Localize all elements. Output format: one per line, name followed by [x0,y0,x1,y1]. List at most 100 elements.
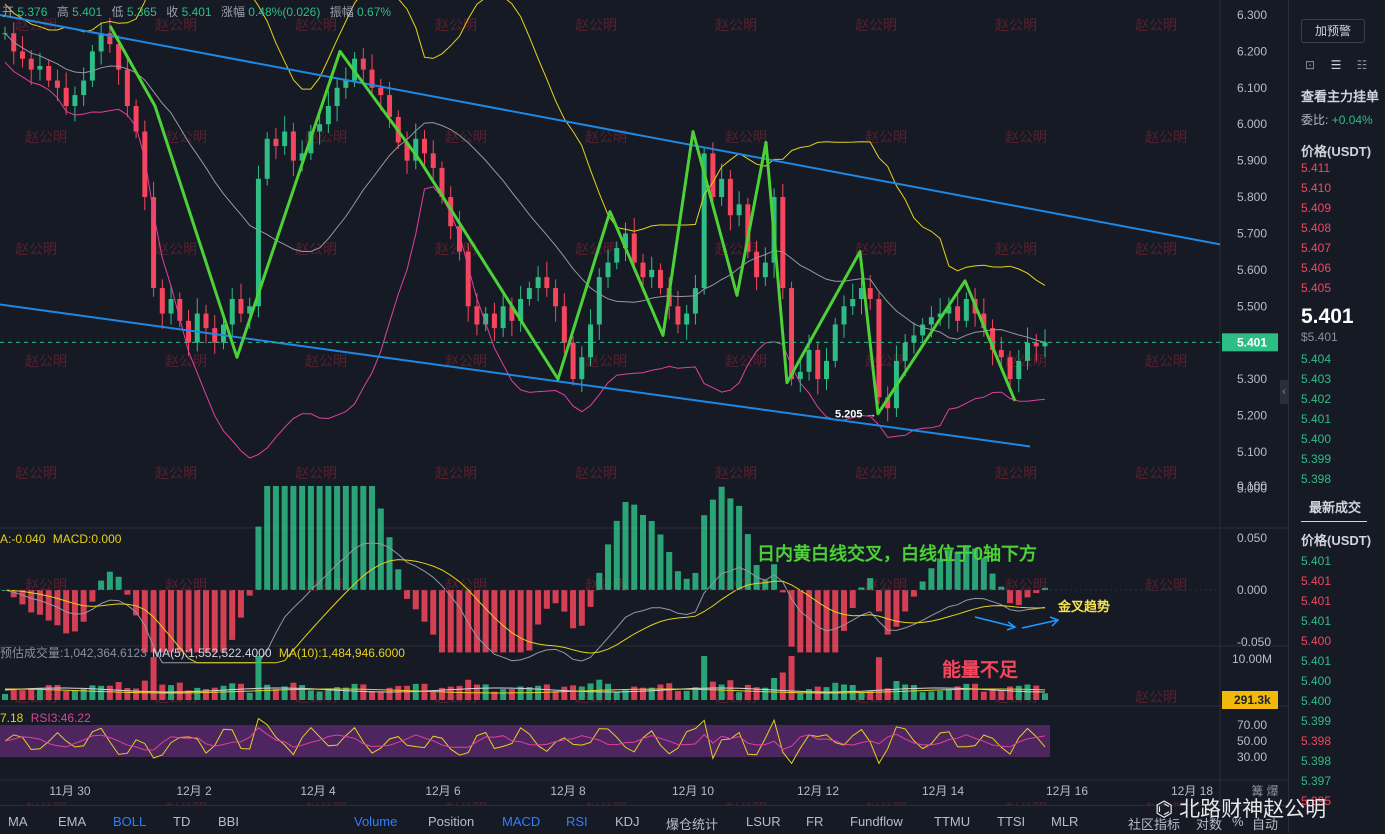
ask-price-row[interactable]: 5.406 [1301,261,1332,275]
volume-bar [54,685,61,700]
trade-price-row[interactable]: 5.397 [1301,774,1332,788]
trade-price-row[interactable]: 5.400 [1301,674,1332,688]
bid-price-row[interactable]: 5.401 [1301,412,1332,426]
toolbar-item-position[interactable]: Position [428,814,475,829]
candle-body [640,262,646,278]
toolbar-item-fr[interactable]: FR [806,814,824,829]
watermark-text: 赵公明 [575,17,617,33]
volume-bar [369,691,376,700]
trade-price-row[interactable]: 5.401 [1301,554,1332,568]
view-both-icon[interactable]: ⊡ [1304,58,1316,72]
candle-body [544,277,550,289]
ask-price-row[interactable]: 5.407 [1301,241,1332,255]
macd-histogram-bar [316,486,323,590]
date-tick-label: 12月 16 [1046,784,1088,798]
view-asks-icon[interactable]: ☷ [1356,58,1368,72]
toolbar-item-macd[interactable]: MACD [502,814,541,829]
macd-dif-line [4,542,1046,664]
bid-price-row[interactable]: 5.403 [1301,372,1332,386]
macd-histogram-bar [806,590,813,653]
chart-area[interactable]: 赵公明 赵公明 赵公明 赵公明 赵公明 赵公明 赵公明 赵公明 赵公明赵公明 赵公明 赵公明 赵公明赵… [0,0,1288,805]
toolbar-item-ttsi[interactable]: TTSI [997,814,1026,829]
toolbar-item-td[interactable]: TD [173,814,191,829]
toolbar-item-fundflow[interactable]: Fundflow [850,814,903,829]
toolbar-item-lsur[interactable]: LSUR [746,814,781,829]
low-energy-annotation: 能量不足 [942,658,1019,681]
candle-body [579,357,585,380]
volume-bar [989,689,996,700]
watermark-text: 赵公明 [1005,577,1047,593]
scale-collapse-handle[interactable]: ‹ [1280,380,1288,404]
toolbar-item-爆仓统计[interactable]: 爆仓统计 [666,817,719,832]
bid-price-row[interactable]: 5.398 [1301,472,1332,486]
add-alert-button[interactable]: 加预警 [1301,19,1365,43]
toolbar-item-boll[interactable]: BOLL [113,814,147,829]
volume-bar [80,689,87,700]
toolbar-item-bbi[interactable]: BBI [218,814,239,829]
macd-histogram-bar [840,590,847,631]
toolbar-item-ma[interactable]: MA [8,814,28,829]
volume-bar [290,682,297,700]
trade-price-row[interactable]: 5.398 [1301,754,1332,768]
bid-price-row[interactable]: 5.402 [1301,392,1332,406]
trade-price-row[interactable]: 5.401 [1301,614,1332,628]
macd-histogram-bar [1033,590,1040,594]
toolbar-item-kdj[interactable]: KDJ [615,814,640,829]
trade-price-row[interactable]: 5.395 [1301,794,1332,808]
volume-bar [220,685,227,700]
volume-header: 预估成交量:1,042,364.6123 MA(5):1,552,522.400… [0,644,405,661]
volume-bar [246,692,253,700]
toolbar-item-rsi[interactable]: RSI [566,814,588,829]
toolbar-item-mlr[interactable]: MLR [1051,814,1079,829]
macd-histogram-bar [718,486,725,590]
candle-body [631,233,637,263]
trade-price-row[interactable]: 5.400 [1301,634,1332,648]
community-indicators-button[interactable]: 社区指标 [1128,817,1181,832]
toolbar-item-ema[interactable]: EMA [58,814,87,829]
ask-price-row[interactable]: 5.408 [1301,221,1332,235]
candle-body [885,397,891,409]
candle-body [483,313,489,325]
bid-price-row[interactable]: 5.399 [1301,452,1332,466]
volume-bar [806,689,813,700]
log-scale-button[interactable]: 对数 [1196,817,1223,832]
trade-price-row[interactable]: 5.401 [1301,594,1332,608]
volume-bar [666,683,673,700]
trade-price-row[interactable]: 5.398 [1301,734,1332,748]
toolbar-item-ttmu[interactable]: TTMU [934,814,971,829]
macd-histogram-bar [849,590,856,609]
macd-histogram-bar [334,486,341,590]
toolbar-item-volume[interactable]: Volume [354,814,398,829]
macd-histogram-bar [779,590,786,593]
percent-scale-button[interactable]: % [1232,814,1244,829]
ask-price-row[interactable]: 5.405 [1301,281,1332,295]
candle-body [1025,342,1031,361]
bid-price-row[interactable]: 5.404 [1301,352,1332,366]
volume-bar [1024,684,1031,700]
candle-body [614,248,620,263]
volume-bar [106,685,113,700]
ask-price-row[interactable]: 5.410 [1301,181,1332,195]
candle-body [282,131,288,147]
watermark-text: 赵公明 [1005,801,1047,805]
view-bids-icon[interactable]: ☰ [1330,58,1342,72]
volume-bar [185,690,192,700]
auto-scale-button[interactable]: 自动 [1252,817,1279,832]
trade-price-row[interactable]: 5.399 [1301,714,1332,728]
candle-body [28,58,34,70]
trade-price-row[interactable]: 5.401 [1301,654,1332,668]
bid-price-row[interactable]: 5.400 [1301,432,1332,446]
volume-tick-label: 10.00M [1232,652,1272,666]
ask-price-row[interactable]: 5.409 [1301,201,1332,215]
macd-histogram-bar [701,515,708,590]
wei-bi: 委比: +0.04% [1301,111,1373,128]
trade-price-row[interactable]: 5.400 [1301,694,1332,708]
volume-bar [613,691,620,700]
main-order-link[interactable]: 查看主力挂单 [1301,89,1380,104]
macd-histogram-bar [937,558,944,590]
channel-trendline [0,303,1031,448]
trade-price-row[interactable]: 5.401 [1301,574,1332,588]
volume-bar [771,678,778,700]
macd-histogram-bar [963,545,970,590]
ask-price-row[interactable]: 5.411 [1301,161,1331,175]
